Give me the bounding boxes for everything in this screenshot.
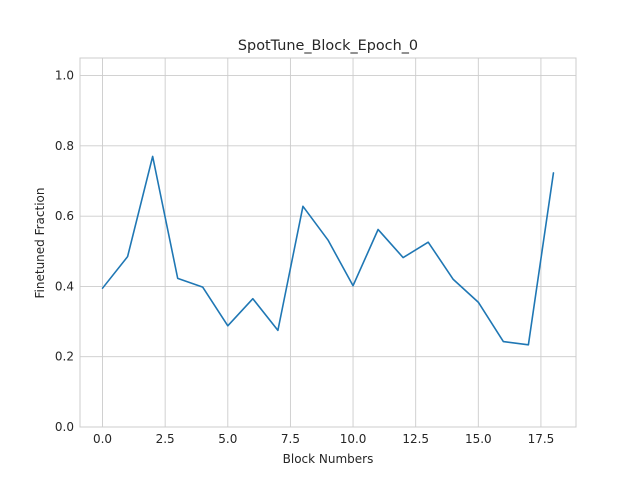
series-layer: [101, 155, 555, 346]
y-tick-label: 0.2: [55, 350, 74, 364]
x-tick-label: 2.5: [156, 432, 175, 446]
series-line: [101, 155, 555, 346]
y-tick-label: 0.6: [55, 209, 74, 223]
grid-lines: [80, 58, 576, 428]
chart-title: SpotTune_Block_Epoch_0: [238, 38, 418, 54]
y-tick-label: 1.0: [55, 69, 74, 83]
x-tick-label: 10.0: [340, 432, 367, 446]
x-tick-label: 0.0: [93, 432, 112, 446]
x-tick-labels: 0.0 2.5 5.0 7.5 10.0 12.5 15.0 17.5: [93, 432, 554, 446]
plot-frame: [79, 57, 577, 428]
x-tick-label: 15.0: [465, 432, 492, 446]
x-tick-label: 7.5: [281, 432, 300, 446]
x-tick-label: 17.5: [528, 432, 555, 446]
y-axis-label: Finetuned Fraction: [33, 188, 47, 299]
x-axis-label: Block Numbers: [283, 452, 374, 466]
y-tick-label: 0.8: [55, 139, 74, 153]
y-tick-label: 0.0: [55, 420, 74, 434]
y-tick-label: 0.4: [55, 279, 74, 293]
y-tick-labels: 0.0 0.2 0.4 0.6 0.8 1.0: [55, 69, 74, 434]
x-tick-label: 12.5: [402, 432, 429, 446]
x-tick-label: 5.0: [218, 432, 237, 446]
